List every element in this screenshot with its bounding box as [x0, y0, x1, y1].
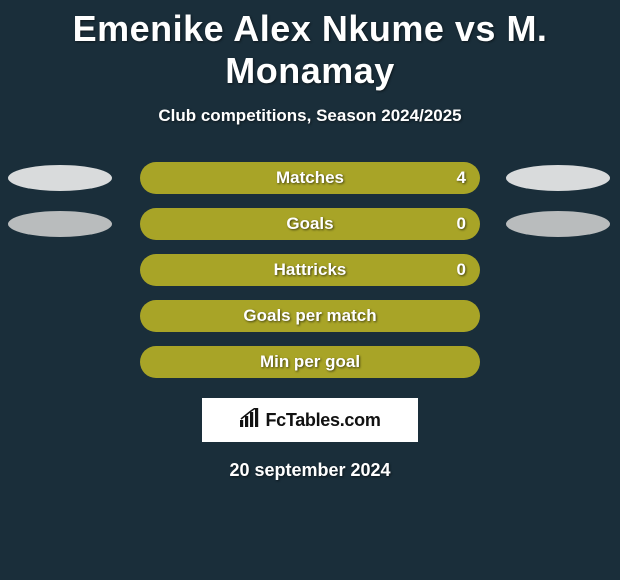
comparison-widget: Emenike Alex Nkume vs M. Monamay Club co…: [0, 0, 620, 481]
player-right-marker: [506, 211, 610, 237]
stat-row: Goals 0: [0, 208, 620, 240]
stat-row: Goals per match: [0, 300, 620, 332]
stat-label: Goals per match: [243, 306, 376, 326]
player-left-marker: [8, 165, 112, 191]
stat-row: Matches 4: [0, 162, 620, 194]
stat-bar: Hattricks 0: [140, 254, 480, 286]
subtitle: Club competitions, Season 2024/2025: [0, 106, 620, 126]
stat-value-right: 0: [457, 260, 466, 280]
chart-icon: [239, 408, 261, 433]
stat-row: Min per goal: [0, 346, 620, 378]
stat-label: Min per goal: [260, 352, 360, 372]
stat-value-right: 0: [457, 214, 466, 234]
stat-bar: Min per goal: [140, 346, 480, 378]
stat-row: Hattricks 0: [0, 254, 620, 286]
footer-date: 20 september 2024: [0, 460, 620, 481]
attribution-badge[interactable]: FcTables.com: [202, 398, 418, 442]
stat-label: Hattricks: [274, 260, 347, 280]
stat-bar: Goals 0: [140, 208, 480, 240]
stat-bar: Matches 4: [140, 162, 480, 194]
stat-label: Matches: [276, 168, 344, 188]
stats-list: Matches 4 Goals 0 Hattricks 0 Goals per match M…: [0, 162, 620, 378]
stat-value-right: 4: [457, 168, 466, 188]
player-left-marker: [8, 211, 112, 237]
player-right-marker: [506, 165, 610, 191]
stat-label: Goals: [286, 214, 333, 234]
page-title: Emenike Alex Nkume vs M. Monamay: [0, 8, 620, 92]
stat-bar: Goals per match: [140, 300, 480, 332]
attribution-text: FcTables.com: [265, 410, 380, 431]
